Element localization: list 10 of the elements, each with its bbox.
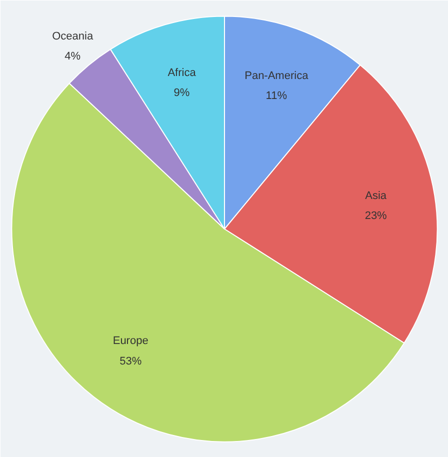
data-label: 11% xyxy=(266,90,288,102)
slice-label: Asia xyxy=(365,190,388,202)
slice-label: Europe xyxy=(112,335,148,348)
data-label: 23% xyxy=(364,210,388,222)
data-label: 9% xyxy=(174,87,190,100)
data-label: 4% xyxy=(64,50,81,63)
slice-label: Pan-America xyxy=(244,70,310,82)
slice-label: Africa xyxy=(168,66,197,79)
data-label: 53% xyxy=(120,355,142,368)
slice-label: Oceania xyxy=(52,30,94,42)
